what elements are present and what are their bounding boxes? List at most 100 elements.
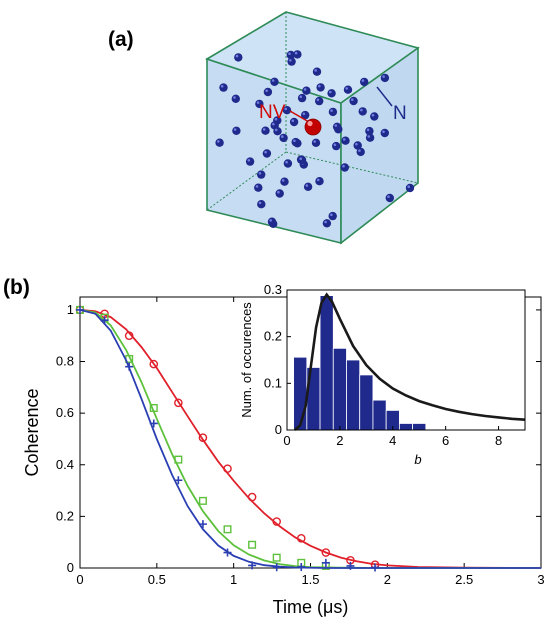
nitrogen-atom bbox=[289, 117, 299, 127]
nitrogen-atom-highlight bbox=[284, 107, 288, 111]
nitrogen-atom-highlight bbox=[333, 143, 337, 147]
histogram-bar bbox=[346, 359, 361, 431]
nitrogen-atom bbox=[267, 217, 277, 226]
nitrogen-atom-highlight bbox=[233, 96, 236, 99]
data-point-plus bbox=[174, 476, 183, 485]
x-tick-label: 0.5 bbox=[148, 572, 166, 587]
nv-pointer-line bbox=[289, 110, 310, 123]
x-tick-label: 1.5 bbox=[301, 572, 319, 587]
nitrogen-atom-highlight bbox=[342, 164, 345, 168]
nitrogen-atom-highlight bbox=[316, 98, 320, 102]
nitrogen-atom-highlight bbox=[274, 128, 278, 132]
nitrogen-atom bbox=[245, 157, 255, 166]
nitrogen-atom bbox=[279, 133, 288, 143]
data-point-square bbox=[174, 455, 183, 464]
inset-y-tick-label: 0.2 bbox=[264, 329, 282, 344]
data-point-plus bbox=[371, 563, 380, 572]
nitrogen-atom bbox=[291, 137, 300, 147]
nitrogen-atom bbox=[340, 163, 349, 172]
data-point-circle bbox=[124, 331, 134, 341]
data-point-plus bbox=[297, 562, 306, 571]
nitrogen-atom-highlight bbox=[330, 213, 333, 217]
nitrogen-atom-highlight bbox=[235, 54, 239, 58]
nitrogen-atom-highlight bbox=[258, 172, 262, 175]
data-point-plus bbox=[100, 316, 109, 325]
nitrogen-atom-highlight bbox=[382, 130, 385, 133]
histogram-bar bbox=[332, 347, 347, 431]
nitrogen-atom-highlight bbox=[294, 51, 298, 55]
inset-y-tick-label: 0.3 bbox=[264, 282, 282, 297]
data-point-circle bbox=[247, 492, 257, 502]
nitrogen-atom bbox=[405, 183, 415, 193]
nitrogen-atom-highlight bbox=[256, 101, 260, 104]
nitrogen-atom-highlight bbox=[269, 219, 273, 222]
x-tick-label: 2 bbox=[384, 572, 391, 587]
nitrogen-atom-highlight bbox=[361, 79, 365, 82]
x-tick-label: 2.5 bbox=[455, 572, 473, 587]
distribution-curve bbox=[294, 292, 526, 431]
nitrogen-atom bbox=[315, 177, 324, 186]
nitrogen-atom bbox=[254, 183, 263, 192]
nitrogen-atom bbox=[215, 138, 224, 147]
x-tick-label: 1 bbox=[230, 572, 237, 587]
data-point-plus bbox=[248, 561, 257, 570]
nitrogen-atom bbox=[327, 89, 336, 98]
nitrogen-atom-highlight bbox=[366, 128, 370, 132]
data-point-square bbox=[272, 553, 281, 562]
cube-hidden-edges bbox=[206, 12, 419, 211]
occurrence-histogram-inset: 0 2 4 6 8 0 0.1 0.2 0.3 b Num. of occurences bbox=[239, 282, 526, 467]
nitrogen-atom-highlight bbox=[371, 113, 375, 117]
nitrogen-atom bbox=[261, 126, 270, 135]
nitrogen-atom bbox=[262, 149, 272, 158]
nitrogen-atom bbox=[297, 155, 307, 165]
nitrogen-atom-highlight bbox=[217, 140, 220, 143]
nv-center-highlight bbox=[307, 120, 313, 127]
nitrogen-atom bbox=[380, 128, 389, 138]
data-point-circle bbox=[321, 548, 331, 557]
nitrogen-atom bbox=[283, 159, 293, 168]
nitrogen-atom bbox=[349, 96, 358, 106]
nitrogen-atom bbox=[219, 83, 228, 92]
nitrogen-atom bbox=[315, 96, 324, 106]
nitrogen-atom bbox=[322, 219, 332, 228]
nitrogen-atom-highlight bbox=[351, 98, 354, 101]
x-tick-label: 3 bbox=[537, 572, 544, 587]
data-point-plus bbox=[321, 558, 330, 567]
y-tick-label: 0.2 bbox=[56, 508, 74, 523]
inset-y-axis-label: Num. of occurences bbox=[239, 302, 254, 418]
nitrogen-atom-highlight bbox=[262, 128, 266, 131]
nitrogen-atom-highlight bbox=[285, 160, 288, 164]
data-point-plus bbox=[223, 548, 232, 557]
nitrogen-atom-highlight bbox=[382, 75, 385, 78]
nitrogen-atom bbox=[312, 67, 322, 76]
nitrogen-atom-highlight bbox=[313, 140, 317, 143]
data-point-plus bbox=[198, 520, 207, 529]
nitrogen-atom-highlight bbox=[288, 52, 291, 55]
nitrogen-atom-highlight bbox=[334, 124, 338, 127]
nitrogen-atom-highlight bbox=[274, 117, 278, 121]
nitrogen-atom-highlight bbox=[299, 157, 303, 160]
nitrogen-atom-highlight bbox=[281, 135, 284, 138]
inset-x-tick-label: 8 bbox=[495, 433, 502, 448]
nv-center-atom bbox=[304, 118, 322, 136]
nitrogen-atom bbox=[332, 122, 342, 131]
nitrogen-atom-highlight bbox=[324, 220, 327, 224]
nitrogen-atom-highlight bbox=[247, 159, 251, 162]
nitrogen-atom bbox=[257, 200, 266, 209]
nitrogen-atom bbox=[302, 86, 311, 95]
nitrogen-atom-highlight bbox=[303, 88, 307, 91]
nitrogen-atom bbox=[353, 141, 362, 150]
nitrogen-atom-highlight bbox=[255, 185, 259, 188]
nitrogen-atom-highlight bbox=[358, 149, 361, 152]
n-label: N bbox=[393, 103, 407, 124]
nitrogen-atoms bbox=[215, 50, 415, 228]
data-point-plus bbox=[125, 362, 134, 371]
nitrogen-atom-highlight bbox=[233, 128, 237, 131]
nitrogen-atom bbox=[232, 126, 241, 135]
nitrogen-atom-highlight bbox=[220, 85, 224, 88]
data-point-square bbox=[149, 403, 158, 412]
nitrogen-atom bbox=[328, 211, 337, 221]
nitrogen-atom bbox=[311, 138, 321, 147]
nitrogen-atom bbox=[341, 136, 350, 145]
